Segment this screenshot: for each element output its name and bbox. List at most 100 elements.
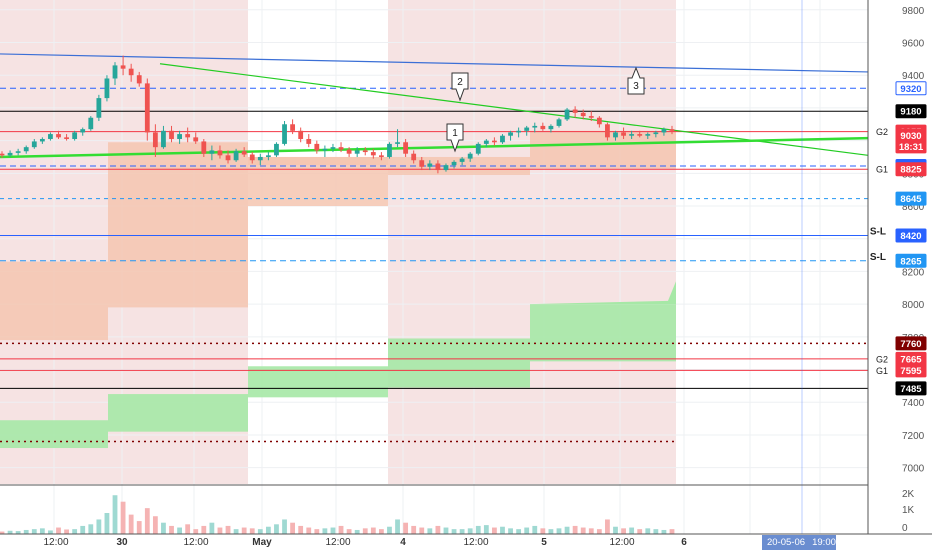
volume-bar-60 bbox=[483, 525, 489, 534]
candle-body-48 bbox=[387, 143, 392, 157]
candle-body-75 bbox=[605, 124, 610, 138]
candle-body-45 bbox=[362, 150, 368, 153]
callout-box-0 bbox=[446, 123, 464, 153]
price-label-12: 7595 bbox=[900, 366, 922, 377]
volume-bar-58 bbox=[467, 528, 473, 534]
candle-body-52 bbox=[419, 160, 425, 167]
candle-body-2 bbox=[15, 151, 21, 153]
volume-bar-65 bbox=[524, 527, 530, 534]
price-label-box-8 bbox=[895, 228, 927, 243]
volume-bar-0 bbox=[0, 531, 5, 534]
candle-body-44 bbox=[354, 150, 360, 154]
volume-bar-16 bbox=[128, 514, 134, 534]
candle-body-67 bbox=[540, 125, 546, 130]
candle-body-50 bbox=[403, 142, 409, 154]
price-label-box-0 bbox=[895, 81, 927, 96]
volume-tick-1: 1K bbox=[902, 505, 915, 516]
candle-body-16 bbox=[128, 68, 134, 76]
volume-bar-46 bbox=[370, 527, 376, 534]
candle-body-64 bbox=[516, 130, 522, 133]
volume-bar-83 bbox=[669, 529, 675, 534]
volume-bar-4 bbox=[31, 529, 37, 534]
crosshair-time-hour: 19:00 bbox=[812, 537, 836, 548]
candle-body-69 bbox=[556, 119, 562, 126]
volume-bar-24 bbox=[193, 529, 199, 534]
price-label-box-10 bbox=[895, 336, 927, 351]
level-tag-5: G1 bbox=[876, 366, 888, 376]
time-label-8: 12:00 bbox=[609, 537, 634, 548]
volume-bar-17 bbox=[136, 521, 142, 534]
price-label-box-1 bbox=[895, 104, 927, 119]
callout-label-1: 2 bbox=[457, 77, 463, 88]
volume-bar-75 bbox=[605, 519, 610, 534]
candle-body-12 bbox=[96, 98, 102, 118]
candle-body-17 bbox=[136, 75, 142, 84]
candle-body-56 bbox=[451, 161, 457, 166]
price-label-13: 7485 bbox=[900, 384, 922, 395]
volume-bar-20 bbox=[161, 522, 166, 534]
volume-bar-40 bbox=[322, 528, 328, 534]
volume-bar-55 bbox=[443, 527, 449, 534]
candle-body-83 bbox=[669, 129, 675, 131]
volume-bar-56 bbox=[451, 529, 457, 534]
volume-bar-43 bbox=[346, 529, 352, 534]
candle-body-6 bbox=[48, 134, 53, 139]
candle-body-82 bbox=[661, 129, 667, 133]
volume-bar-79 bbox=[637, 529, 643, 534]
session-shade-1 bbox=[388, 0, 676, 484]
candle-body-35 bbox=[282, 124, 287, 144]
candle-body-43 bbox=[346, 149, 352, 154]
price-label-box-6 bbox=[895, 162, 927, 177]
green-zone-3 bbox=[388, 338, 530, 388]
candle-body-23 bbox=[185, 134, 191, 138]
callout-label-2: 3 bbox=[633, 81, 639, 92]
price-label-9: 8265 bbox=[900, 256, 922, 267]
green-trendline-lower bbox=[0, 136, 869, 159]
crosshair-time-box bbox=[762, 535, 836, 550]
level-tag-1: G1 bbox=[876, 165, 888, 175]
candle-body-46 bbox=[370, 152, 376, 156]
candle-body-38 bbox=[306, 138, 312, 144]
time-label-4: 12:00 bbox=[325, 537, 350, 548]
green-zone-0 bbox=[0, 420, 108, 449]
candle-body-78 bbox=[629, 134, 635, 136]
price-tick-2: 9400 bbox=[902, 71, 925, 82]
volume-bar-12 bbox=[96, 519, 102, 534]
volume-bar-66 bbox=[532, 525, 538, 534]
candle-body-60 bbox=[483, 140, 489, 144]
volume-bar-59 bbox=[475, 525, 481, 534]
price-label-box-7 bbox=[895, 191, 927, 206]
volume-bar-68 bbox=[548, 529, 554, 534]
price-label-box-4 bbox=[895, 139, 927, 154]
volume-tick-0: 2K bbox=[902, 489, 915, 500]
price-tick-6: 8600 bbox=[902, 202, 925, 213]
candle-body-58 bbox=[467, 153, 473, 159]
volume-bar-34 bbox=[274, 524, 279, 534]
candle-body-24 bbox=[193, 137, 199, 142]
candle-body-3 bbox=[23, 147, 29, 152]
volume-bar-62 bbox=[500, 526, 505, 534]
price-tick-9: 8000 bbox=[902, 300, 925, 311]
volume-bar-52 bbox=[419, 527, 425, 534]
volume-bar-31 bbox=[249, 528, 255, 534]
candle-body-26 bbox=[209, 150, 215, 154]
price-tick-12: 7400 bbox=[902, 398, 925, 409]
candle-body-57 bbox=[459, 158, 465, 162]
volume-bar-73 bbox=[588, 528, 594, 534]
volume-bar-51 bbox=[411, 525, 417, 534]
candle-body-31 bbox=[249, 154, 255, 161]
candle-body-59 bbox=[475, 143, 481, 154]
callout-label-0: 1 bbox=[452, 128, 458, 139]
orange-zone-4 bbox=[388, 156, 530, 175]
volume-bar-57 bbox=[459, 529, 465, 534]
volume-bar-74 bbox=[596, 529, 602, 534]
candle-body-54 bbox=[435, 163, 441, 171]
candle-body-21 bbox=[169, 130, 174, 139]
volume-bar-8 bbox=[64, 529, 69, 534]
price-label-4: 18:31 bbox=[899, 142, 924, 153]
volume-bar-19 bbox=[152, 516, 158, 534]
volume-bar-28 bbox=[225, 525, 231, 534]
candle-body-68 bbox=[548, 125, 554, 130]
